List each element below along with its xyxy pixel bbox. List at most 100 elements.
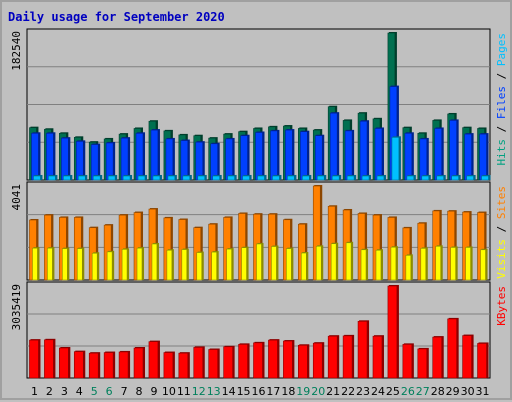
bar-files-day-6: [105, 142, 114, 181]
bar-visits-day-2: [47, 247, 53, 281]
bar-kbytes-day-8: [133, 347, 144, 379]
series-legend: KBytes: [495, 286, 508, 326]
legend-hits: Hits: [495, 139, 508, 166]
panel-kbytes: 3035419 KBytes: [10, 281, 508, 379]
bar-files-day-13: [210, 143, 218, 181]
bar-pages-day-9: [152, 175, 161, 181]
bar-files-day-31: [479, 133, 487, 181]
bar-pages-day-15: [242, 175, 250, 181]
bar-pages-day-28: [436, 175, 445, 181]
bar-kbytes-day-5: [88, 352, 99, 379]
bar-pages-day-7: [122, 175, 131, 181]
bar-kbytes-day-13: [208, 349, 218, 379]
bar-pages-day-21: [331, 175, 340, 181]
bar-kbytes-day-21: [327, 335, 338, 379]
panel-hits-files-pages: 182540 Hits / Files / Pages: [10, 28, 508, 181]
x-tick-label-day-26: 26: [401, 385, 415, 398]
bar-visits-day-6: [106, 251, 113, 281]
bar-kbytes-day-20: [312, 342, 323, 379]
bar-visits-day-18: [286, 248, 292, 281]
legend-separator: /: [495, 219, 508, 239]
bar-kbytes-day-10: [163, 352, 174, 379]
x-tick-label-day-18: 18: [281, 385, 295, 398]
legend-kbytes: KBytes: [495, 286, 508, 326]
bar-kbytes-day-12: [193, 347, 204, 379]
bar-pages-day-27: [421, 175, 430, 181]
bar-kbytes-day-18: [283, 340, 293, 379]
bar-kbytes-day-19: [298, 344, 308, 379]
bar-pages-day-11: [182, 175, 191, 181]
y-max-label: 4041: [10, 184, 23, 211]
bar-files-day-21: [329, 112, 338, 181]
bar-visits-day-15: [241, 247, 247, 281]
bar-pages-day-26: [406, 175, 415, 181]
bar-visits-day-16: [256, 243, 262, 281]
bar-visits-day-3: [62, 248, 68, 281]
bar-visits-day-11: [181, 249, 188, 281]
bar-kbytes-day-17: [268, 339, 278, 379]
bar-pages-day-4: [77, 175, 86, 181]
x-tick-label-day-23: 23: [356, 385, 370, 398]
y-max-label: 182540: [10, 31, 23, 71]
bar-visits-day-31: [480, 249, 486, 281]
x-tick-label-day-17: 17: [266, 385, 280, 398]
bar-visits-day-28: [435, 245, 442, 281]
bar-kbytes-day-24: [372, 335, 383, 379]
bar-pages-day-8: [137, 175, 146, 181]
bar-files-day-10: [165, 138, 174, 181]
bar-visits-day-10: [166, 249, 173, 281]
x-tick-label-day-28: 28: [431, 385, 445, 398]
bar-files-day-30: [464, 133, 472, 181]
x-tick-label-day-11: 11: [177, 385, 191, 398]
bar-kbytes-day-6: [103, 352, 114, 379]
bar-kbytes-day-3: [59, 347, 69, 379]
bar-files-day-2: [46, 132, 54, 181]
bar-files-day-19: [300, 131, 308, 181]
legend-pages: Pages: [495, 33, 508, 66]
x-tick-label-day-12: 12: [192, 385, 206, 398]
legend-sites: Sites: [495, 186, 508, 219]
x-tick-label-day-21: 21: [326, 385, 340, 398]
bar-pages-day-14: [227, 175, 235, 181]
bar-files-day-17: [270, 130, 278, 181]
legend-visits: Visits: [495, 239, 508, 279]
x-tick-label-day-24: 24: [371, 385, 385, 398]
bar-pages-day-2: [48, 175, 56, 181]
x-tick-label-day-15: 15: [237, 385, 251, 398]
bar-kbytes-day-9: [148, 341, 159, 379]
bar-visits-day-5: [91, 252, 98, 281]
x-tick-label-day-8: 8: [136, 385, 143, 398]
series-legend: Hits / Files / Pages: [495, 33, 508, 166]
bar-visits-day-1: [32, 247, 38, 281]
legend-separator: /: [495, 119, 508, 139]
bar-visits-day-13: [211, 251, 217, 281]
bar-visits-day-20: [315, 245, 322, 281]
legend-separator: /: [495, 66, 508, 86]
bar-kbytes-day-15: [238, 344, 248, 379]
bar-files-day-16: [255, 132, 263, 181]
bar-files-day-29: [449, 120, 457, 181]
bar-visits-day-23: [360, 249, 367, 281]
x-tick-label-day-22: 22: [341, 385, 355, 398]
bar-files-day-23: [359, 120, 368, 181]
bar-files-day-1: [31, 132, 39, 181]
bar-pages-day-12: [197, 175, 206, 181]
bar-pages-day-16: [257, 175, 265, 181]
x-tick-label-day-27: 27: [416, 385, 430, 398]
bar-files-day-3: [61, 137, 69, 181]
bar-kbytes-day-26: [402, 344, 413, 379]
bar-pages-day-25: [391, 137, 400, 181]
bar-visits-day-21: [330, 243, 337, 281]
bar-pages-day-31: [481, 175, 489, 181]
bar-files-day-22: [344, 130, 353, 181]
x-tick-label-day-19: 19: [296, 385, 310, 398]
x-tick-label-day-9: 9: [150, 385, 157, 398]
bar-kbytes-day-28: [432, 336, 443, 379]
bar-visits-day-29: [450, 247, 456, 281]
bar-pages-day-20: [316, 175, 325, 181]
bar-files-day-27: [419, 138, 428, 181]
bar-files-day-14: [225, 138, 233, 181]
bar-kbytes-day-2: [44, 339, 54, 379]
